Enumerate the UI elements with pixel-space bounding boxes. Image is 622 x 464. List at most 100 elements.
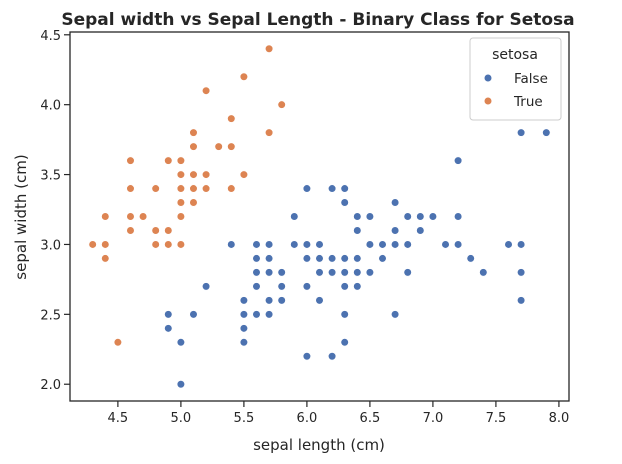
point-false: [302, 254, 311, 263]
point-false: [340, 254, 349, 263]
point-false: [264, 254, 274, 263]
plot-area-frame: [69, 31, 570, 402]
point-true: [189, 184, 198, 193]
point-false: [340, 338, 349, 347]
point-false: [365, 240, 375, 249]
legend-marker-false: [483, 73, 493, 83]
point-true: [101, 254, 110, 263]
point-false: [164, 324, 173, 333]
point-false: [328, 352, 337, 361]
x-tick-label: 7.5: [486, 411, 507, 426]
point-false: [176, 380, 185, 389]
x-tick-label: 5.0: [171, 411, 192, 426]
point-true: [176, 240, 185, 249]
point-false: [340, 184, 349, 193]
point-false: [201, 282, 211, 291]
point-false: [403, 212, 412, 221]
x-tick-label: 4.5: [108, 411, 129, 426]
point-false: [252, 282, 261, 291]
point-true: [239, 72, 248, 81]
point-false: [416, 226, 425, 235]
point-false: [264, 296, 274, 305]
point-true: [176, 170, 185, 179]
point-true: [227, 142, 236, 151]
point-false: [340, 310, 349, 319]
x-tick-label: 6.0: [297, 411, 318, 426]
point-false: [252, 254, 261, 263]
point-false: [454, 212, 463, 221]
point-false: [277, 268, 286, 277]
y-tick-label: 3.5: [40, 169, 61, 184]
point-true: [126, 156, 135, 165]
point-false: [252, 268, 261, 277]
point-false: [302, 240, 311, 249]
point-false: [189, 310, 198, 319]
y-axis-ticks: 2.0 2.5 3.0 3.5 4.0 4.5: [40, 29, 70, 393]
point-false: [315, 254, 324, 263]
point-true: [88, 240, 97, 249]
point-false: [391, 310, 400, 319]
point-false: [264, 268, 274, 277]
point-false: [403, 268, 412, 277]
x-axis-ticks: 4.5 5.0 5.5 6.0 6.5 7.0 7.5 8.0: [108, 401, 570, 426]
point-false: [252, 240, 261, 249]
legend-frame: [469, 37, 562, 121]
point-true: [264, 128, 274, 137]
point-false: [302, 352, 311, 361]
point-false: [328, 254, 337, 263]
y-tick-label: 2.0: [40, 378, 61, 393]
point-false: [441, 240, 450, 249]
y-tick-label: 4.5: [40, 29, 61, 44]
point-false: [365, 268, 375, 277]
point-false: [403, 240, 412, 249]
point-false: [290, 212, 299, 221]
point-false: [340, 268, 349, 277]
legend: setosa False True: [469, 37, 562, 121]
point-true: [214, 142, 223, 151]
point-false: [315, 296, 324, 305]
point-false: [391, 240, 400, 249]
point-false: [315, 240, 324, 249]
point-false: [391, 226, 400, 235]
point-true: [189, 142, 198, 151]
y-axis-label: sepal width (cm): [12, 154, 30, 279]
point-false: [365, 212, 375, 221]
point-false: [353, 212, 362, 221]
point-false: [454, 156, 463, 165]
point-true: [151, 240, 160, 249]
y-tick-label: 3.0: [40, 238, 61, 253]
point-true: [176, 184, 185, 193]
point-true: [176, 198, 185, 207]
point-false: [504, 240, 513, 249]
point-false: [176, 338, 185, 347]
point-false: [239, 338, 248, 347]
point-true: [201, 86, 211, 95]
point-false: [428, 212, 438, 221]
point-true: [151, 184, 160, 193]
point-false: [252, 310, 261, 319]
point-false: [340, 198, 349, 207]
x-tick-label: 8.0: [549, 411, 570, 426]
point-false: [315, 268, 324, 277]
point-true: [164, 226, 173, 235]
point-false: [302, 282, 311, 291]
point-true: [151, 226, 160, 235]
point-true: [164, 156, 173, 165]
point-true: [113, 338, 122, 347]
point-false: [479, 268, 488, 277]
legend-label-false: False: [514, 71, 548, 87]
point-false: [542, 128, 551, 137]
point-true: [264, 44, 274, 53]
point-true: [189, 128, 198, 137]
point-true: [176, 156, 185, 165]
point-false: [353, 254, 362, 263]
point-false: [227, 240, 236, 249]
point-false: [517, 268, 526, 277]
point-false: [302, 184, 311, 193]
point-false: [416, 212, 425, 221]
point-true: [189, 170, 198, 179]
point-false: [264, 310, 274, 319]
point-false: [239, 324, 248, 333]
